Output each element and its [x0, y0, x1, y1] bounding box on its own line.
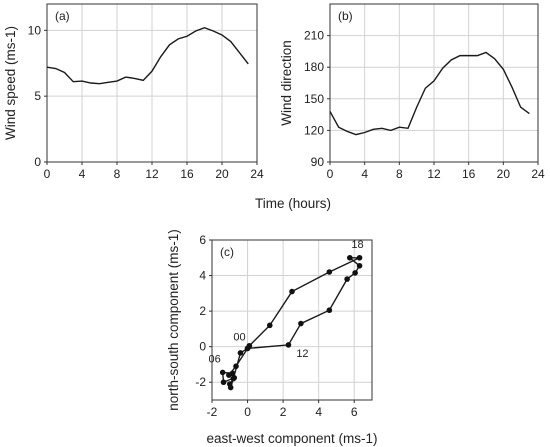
panel-label: (b) [338, 9, 353, 23]
data-point [356, 254, 363, 261]
x-tick-label: 8 [114, 167, 121, 181]
data-point [289, 288, 295, 295]
y-tick-label: 90 [311, 155, 325, 169]
x-tick-label: 4 [361, 167, 368, 181]
y-tick-label: 180 [304, 60, 324, 74]
data-point [326, 269, 333, 275]
hour-annotation: 06 [209, 353, 221, 365]
data-point [229, 370, 236, 377]
panel-b-wind-direction: 0 4 8 12 16 20 24 90 120 150 180 210 Wind direction (… [279, 3, 545, 181]
x-tick-label: -2 [207, 405, 218, 419]
data-point [230, 375, 237, 382]
data-point [356, 262, 363, 269]
data-point [352, 270, 358, 276]
y-tick-label: 120 [304, 123, 324, 137]
x-tick-label: 0 [327, 167, 334, 181]
data-point [298, 320, 304, 327]
series-line [46, 26, 249, 85]
y-axis-label: north-south component (ms-1) [166, 229, 181, 411]
hour-annotation: 18 [351, 239, 363, 251]
data-point [219, 369, 226, 376]
panel-a-wind-speed: 0 4 8 12 16 20 24 0 5 10 Wind speed (ms-1) (a) [3, 3, 264, 181]
x-tick-label: 0 [44, 167, 51, 181]
x-tick-label: 24 [250, 167, 264, 181]
y-tick-label: 5 [34, 89, 41, 103]
y-axis-label: Wind direction [279, 40, 294, 126]
y-tick-label: 0 [34, 155, 41, 169]
panel-label: (a) [55, 9, 70, 23]
shared-x-axis-label: Time (hours) [255, 196, 331, 211]
y-tick-label: 4 [199, 269, 206, 283]
data-point [227, 384, 234, 391]
hour-annotation: 00 [233, 331, 245, 343]
x-tick-label: 16 [462, 167, 476, 181]
plot-frame [211, 239, 373, 401]
panel-c-wind-components: -2 0 2 4 6 -2 0 2 4 6 north-south component (ms-1)… [166, 229, 378, 446]
y-tick-label: 6 [199, 233, 206, 247]
panel-label: (c) [220, 245, 234, 259]
series-line [221, 257, 361, 391]
data-point [346, 254, 353, 261]
y-tick-label: 210 [304, 29, 324, 43]
y-tick-label: 150 [304, 92, 324, 106]
data-point [285, 342, 292, 348]
data-point [237, 350, 244, 356]
y-tick-label: 10 [28, 23, 42, 37]
y-axis-label: Wind speed (ms-1) [3, 26, 18, 140]
y-tick-label: 0 [199, 340, 206, 354]
x-tick-label: 20 [215, 167, 229, 181]
x-tick-label: 24 [531, 167, 545, 181]
data-point [233, 363, 239, 370]
x-tick-label: 20 [497, 167, 511, 181]
hour-annotation: 12 [296, 348, 308, 360]
y-tick-label: 2 [199, 304, 206, 318]
x-axis-label: east-west component (ms-1) [206, 431, 377, 446]
x-tick-label: 2 [280, 405, 287, 419]
data-point [326, 307, 333, 314]
x-tick-label: 12 [427, 167, 441, 181]
data-point [266, 322, 273, 329]
x-tick-label: 16 [180, 167, 194, 181]
x-tick-label: 6 [351, 405, 358, 419]
x-tick-label: 4 [79, 167, 86, 181]
data-point [246, 342, 253, 349]
data-point [220, 379, 227, 386]
x-tick-label: 8 [396, 167, 403, 181]
x-tick-label: 0 [244, 405, 251, 419]
y-tick-label: -2 [195, 375, 206, 389]
x-tick-label: 12 [145, 167, 159, 181]
series-line [329, 51, 530, 136]
data-point [344, 276, 350, 282]
x-tick-label: 4 [315, 405, 322, 419]
